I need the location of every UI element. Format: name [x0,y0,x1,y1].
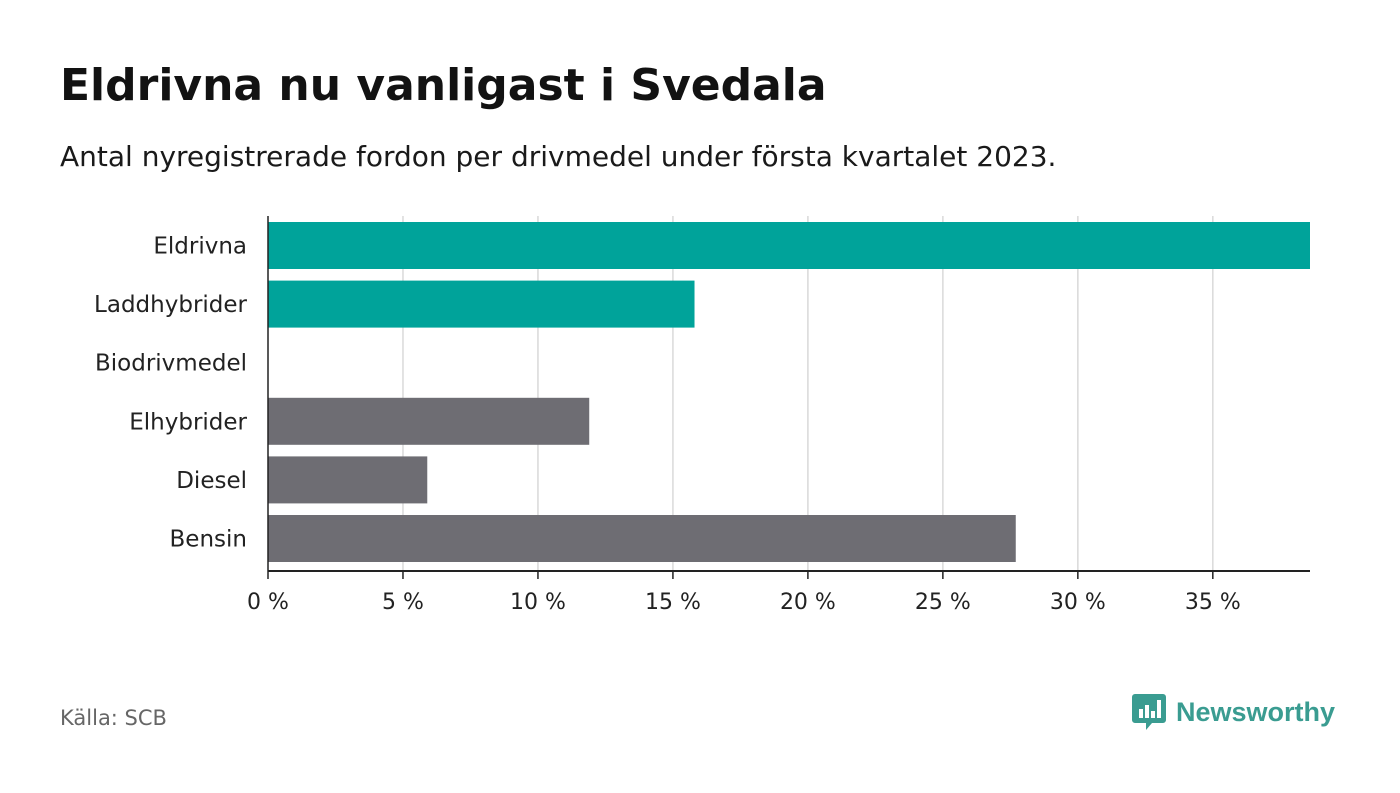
bar-diesel [268,456,428,504]
source-note: Källa: SCB [60,706,167,730]
x-tick-label-0: 0 % [247,590,289,615]
category-label-bensin: Bensin [170,527,247,553]
brand-name: Newsworthy [1176,696,1336,727]
category-label-diesel: Diesel [176,468,247,494]
x-tick-label-25: 25 % [915,590,971,615]
x-axis: 0 % 5 % 10 % 15 % 20 % 25 % 30 % 35 % [247,216,1310,615]
category-labels: Eldrivna Laddhybrider Biodrivmedel Elhybrid… [94,234,247,553]
x-tick-label-35: 35 % [1185,590,1241,615]
bar-eldrivna [268,222,1310,269]
x-tick-label-20: 20 % [780,590,836,615]
newsworthy-logo-icon [1132,694,1166,730]
x-tick-label-15: 15 % [645,590,701,615]
chart-title: Eldrivna nu vanligast i Svedala [60,60,827,111]
x-tick-label-10: 10 % [510,590,566,615]
bars [268,222,1310,562]
x-tick-label-30: 30 % [1050,590,1106,615]
category-label-eldrivna: Eldrivna [153,234,247,260]
bar-laddhybrider [268,280,695,328]
chart-subtitle: Antal nyregistrerade fordon per drivmede… [60,140,1057,173]
brand-logo: Newsworthy [1132,692,1335,732]
bar-elhybrider [268,397,590,445]
bar-bensin [268,515,1016,562]
category-label-biodrivmedel: Biodrivmedel [95,351,247,377]
category-label-elhybrider: Elhybrider [129,409,247,435]
x-tick-label-5: 5 % [382,590,424,615]
grid-lines [402,216,1214,571]
category-label-laddhybrider: Laddhybrider [94,292,247,318]
